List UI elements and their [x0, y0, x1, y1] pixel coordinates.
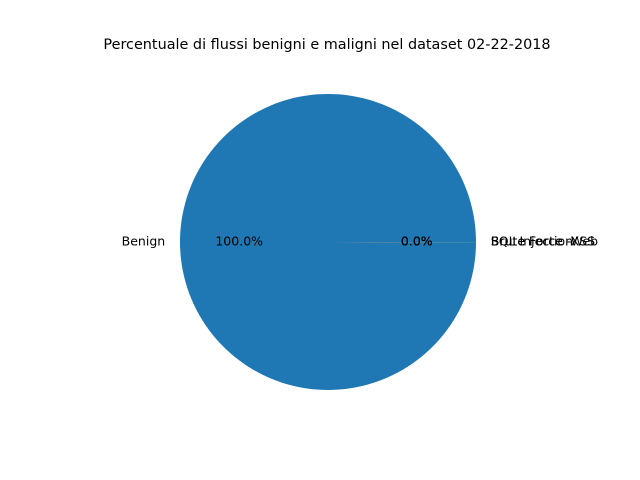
pie-labels: Benign 100.0% Brute Force -Web 0.0% Brute Fo… [122, 233, 598, 248]
pie-label-benign: Benign [122, 233, 166, 248]
chart-title: Percentuale di flussi benigni e maligni … [103, 37, 550, 53]
pie-slices [180, 93, 476, 390]
pie-pct-label-brute-force-xss: 0.0% [401, 234, 433, 249]
pie-label-brute-force-web: Brute Force -Web [491, 234, 598, 249]
pie-pct-label-brute-force-web: 0.0% [401, 234, 433, 249]
pie-slice-benign [180, 93, 476, 390]
pie-pct-label-sql-injection: 0.0% [401, 234, 433, 249]
pie-pct-label-benign: 100.0% [215, 233, 263, 248]
pie-label-brute-force-xss: Brute Force -XSS [491, 234, 595, 249]
pie-label-sql-injection: SQL Injection [491, 234, 573, 249]
